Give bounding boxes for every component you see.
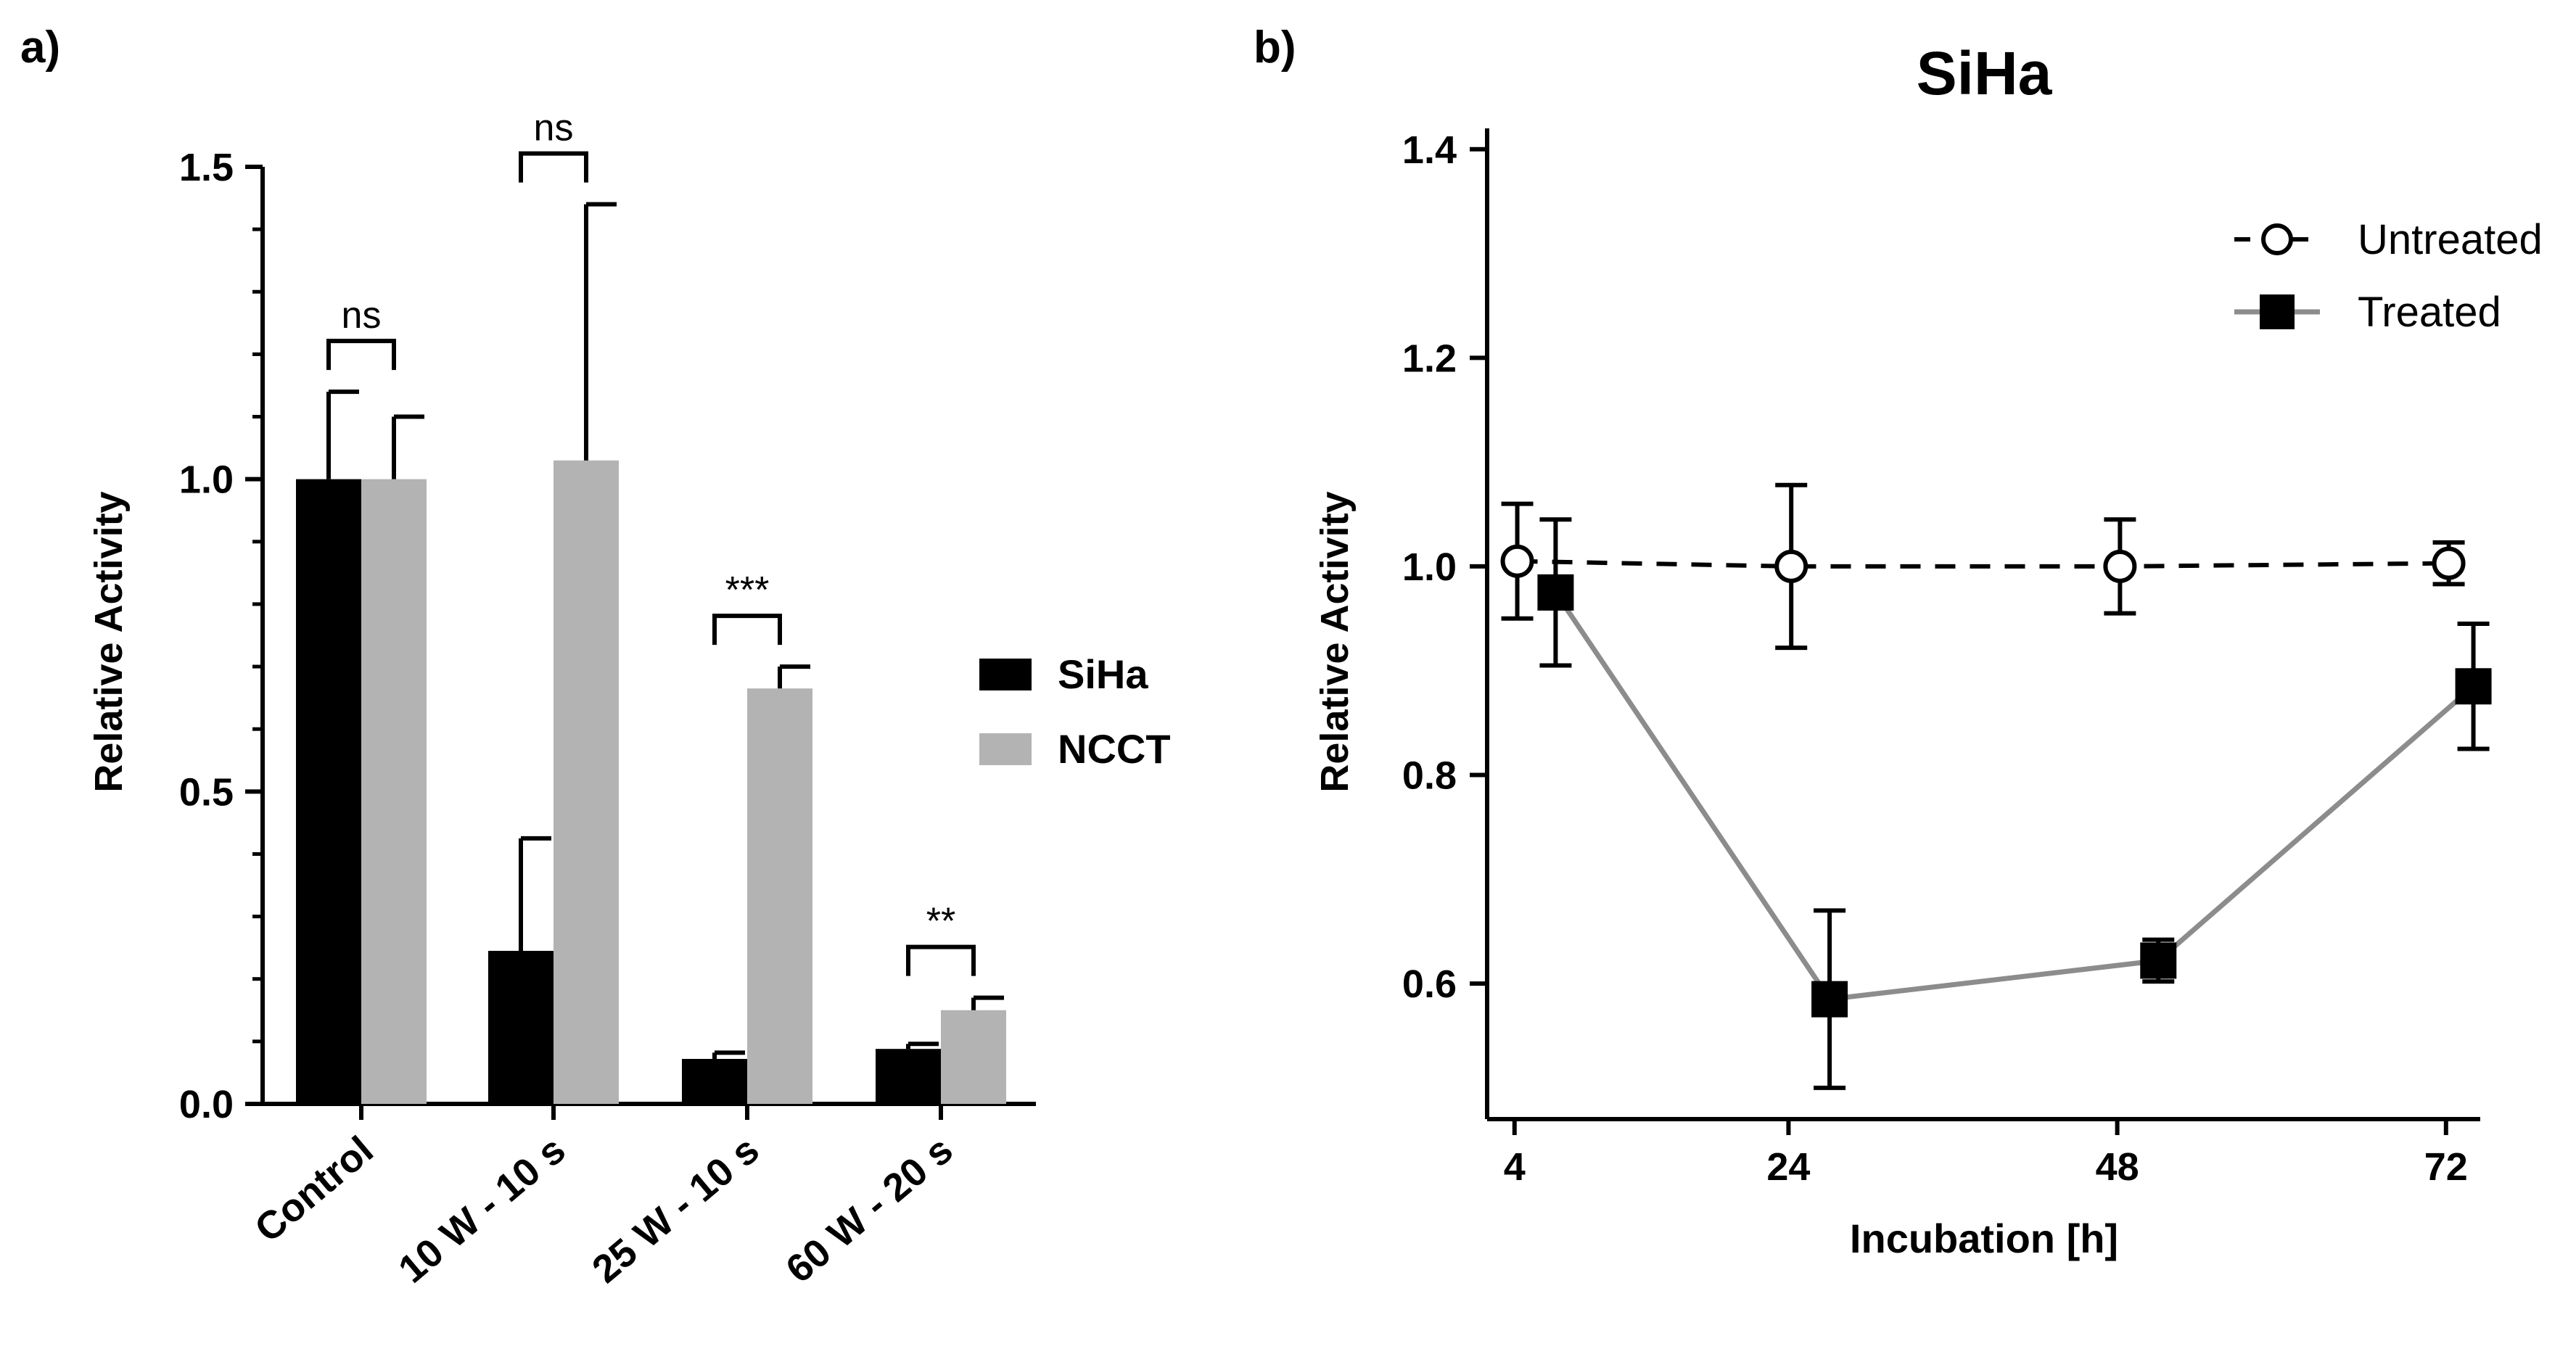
- y-tick-label: 1.4: [1402, 128, 1457, 172]
- significance-bracket: [326, 339, 396, 371]
- x-tick-label: 24: [1766, 1145, 1810, 1189]
- chart-b: 0.6 0.8 1.0 1.2 1.4 4 24 48 72 Untreated Treated: [1402, 128, 2543, 1189]
- y-tick-label: 1.0: [1402, 545, 1457, 589]
- chart-b-xlabel: Incubation [h]: [1850, 1216, 2118, 1261]
- y-tick-label: 0.0: [179, 1083, 234, 1126]
- point-untreated: [1774, 549, 1808, 583]
- x-tick-label: 10 W - 10 s: [390, 1128, 573, 1291]
- significance-bracket: [906, 944, 976, 976]
- chart-a-ylabel: Relative Activity: [87, 491, 131, 792]
- panel-a-label: a): [20, 22, 60, 73]
- series-line-treated: [1553, 590, 2475, 1002]
- chart-b-title: SiHa: [1917, 39, 2053, 107]
- legend-swatch-siha: [979, 659, 1032, 690]
- significance-label: ***: [725, 569, 770, 611]
- x-tick-label: 25 W - 10 s: [584, 1128, 767, 1291]
- x-tick-label: 4: [1504, 1145, 1526, 1189]
- legend-label-ncct: NCCT: [1058, 726, 1171, 772]
- y-tick-label: 0.8: [1402, 754, 1457, 797]
- y-tick-label: 1.5: [179, 146, 234, 189]
- bar-siha: [682, 1058, 747, 1104]
- series-line-untreated: [1517, 558, 2449, 569]
- point-treated: [2140, 942, 2177, 979]
- y-tick-label: 1.2: [1402, 337, 1457, 380]
- significance-label: **: [926, 901, 955, 943]
- bar-siha: [296, 479, 361, 1104]
- significance-label: ns: [534, 107, 574, 149]
- legend-label-untreated: Untreated: [2358, 216, 2543, 263]
- point-treated: [2455, 668, 2492, 705]
- point-untreated: [2432, 546, 2466, 580]
- significance-bracket: [519, 151, 588, 183]
- x-tick-label: 60 W - 20 s: [778, 1128, 960, 1291]
- bar-siha: [876, 1049, 941, 1104]
- legend-marker-untreated: [2261, 223, 2293, 255]
- legend-label-siha: SiHa: [1058, 651, 1148, 697]
- point-treated: [1537, 574, 1574, 611]
- x-tick-label: 48: [2096, 1145, 2139, 1189]
- significance-label: ns: [342, 294, 382, 337]
- bar-siha: [488, 950, 554, 1104]
- bar-ncct: [941, 1010, 1006, 1104]
- x-tick-label: 72: [2424, 1145, 2468, 1189]
- legend-label-treated: Treated: [2358, 289, 2501, 336]
- legend-swatch-ncct: [979, 733, 1032, 765]
- y-tick-label: 1.0: [179, 458, 234, 502]
- chart-a: 0.0 0.5 1.0 1.5 Control ns 10 W - 10 s ns 25 W -…: [179, 107, 1171, 1292]
- y-tick-label: 0.6: [1402, 962, 1457, 1006]
- legend-marker-treated: [2260, 294, 2295, 329]
- panel-b-label: b): [1254, 22, 1296, 73]
- bar-ncct: [361, 479, 427, 1104]
- bar-ncct: [747, 688, 812, 1104]
- point-treated: [1811, 981, 1848, 1018]
- significance-bracket: [712, 614, 782, 646]
- bar-ncct: [554, 460, 619, 1104]
- y-tick-label: 0.5: [179, 770, 234, 814]
- x-tick-label: Control: [247, 1128, 382, 1250]
- point-untreated: [1500, 544, 1534, 578]
- point-untreated: [2103, 549, 2137, 583]
- chart-b-ylabel: Relative Activity: [1313, 491, 1357, 792]
